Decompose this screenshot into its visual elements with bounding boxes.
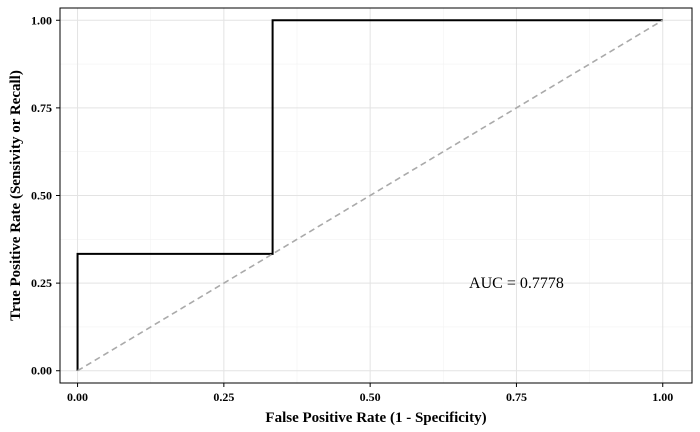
x-tick-label: 0.25 bbox=[213, 390, 234, 404]
reference-diagonal-line bbox=[77, 19, 664, 372]
y-tick-label: 0.75 bbox=[31, 101, 52, 115]
series-group bbox=[76, 19, 664, 372]
x-tick-label: 1.00 bbox=[652, 390, 673, 404]
annotations: AUC = 0.7778 bbox=[469, 275, 564, 292]
x-tick-label: 0.75 bbox=[506, 390, 527, 404]
axis-ticks bbox=[56, 19, 664, 387]
roc-curve-line bbox=[76, 19, 663, 371]
y-tick-label: 0.00 bbox=[31, 364, 52, 378]
axis-tick-labels: 0.00 0.25 0.50 0.75 1.00 0.00 0.25 0.50 0.75 1.00 bbox=[31, 13, 673, 404]
x-tick-label: 0.50 bbox=[360, 390, 381, 404]
y-axis-title: True Positive Rate (Sensivity or Recall) bbox=[8, 70, 24, 321]
y-tick-label: 1.00 bbox=[31, 13, 52, 27]
auc-annotation: AUC = 0.7778 bbox=[469, 275, 564, 292]
x-tick-label: 0.00 bbox=[67, 390, 88, 404]
x-axis-title: False Positive Rate (1 - Specificity) bbox=[265, 410, 486, 426]
y-tick-label: 0.50 bbox=[31, 189, 52, 203]
grid bbox=[60, 8, 692, 383]
y-tick-label: 0.25 bbox=[31, 276, 52, 290]
